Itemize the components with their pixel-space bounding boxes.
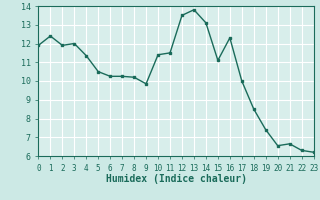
X-axis label: Humidex (Indice chaleur): Humidex (Indice chaleur) — [106, 174, 246, 184]
